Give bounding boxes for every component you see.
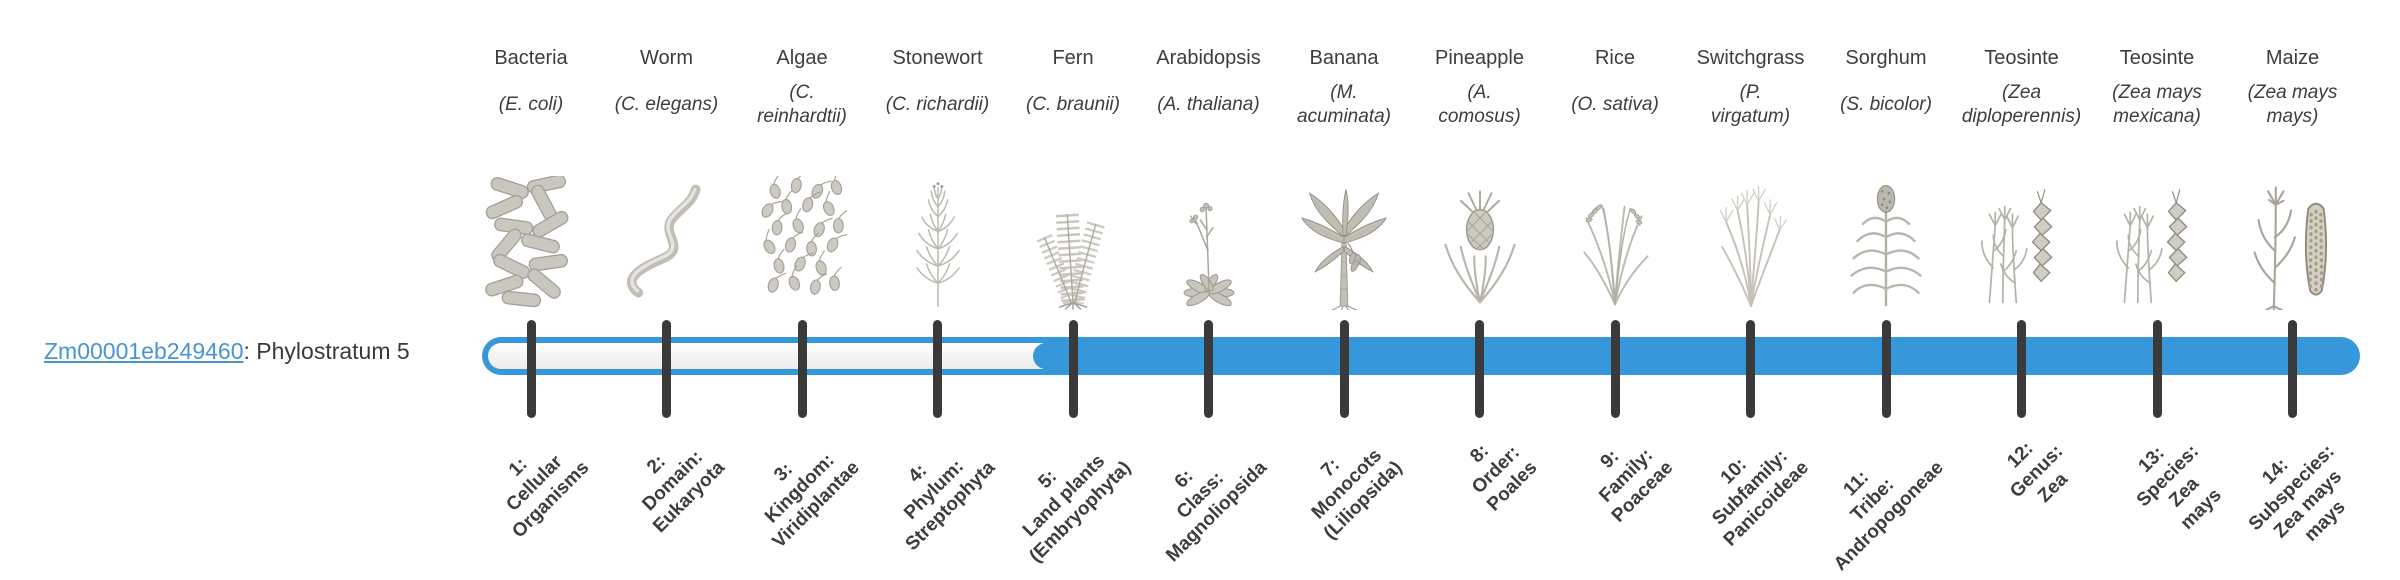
stratum-14-label: 14: Subspecies: Zea mays mays bbox=[2244, 441, 2349, 546]
organism-common-name: Worm bbox=[640, 47, 693, 69]
organism-common-name: Bacteria bbox=[494, 47, 568, 69]
gene-phylostratum-text: : Phylostratum 5 bbox=[243, 338, 410, 364]
teosinte-icon bbox=[2082, 172, 2232, 310]
organism-scientific-name: (Zea diploperennis) bbox=[1961, 82, 2082, 127]
organism-common-name: Rice bbox=[1594, 47, 1635, 69]
gene-id-link[interactable]: Zm00001eb249460 bbox=[44, 338, 244, 364]
organism-column: Teosinte (Zea mays mexicana) bbox=[2082, 46, 2232, 310]
banana-icon bbox=[1269, 172, 1419, 310]
stratum-1-tick bbox=[526, 320, 536, 418]
organism-column: Teosinte (Zea diploperennis) bbox=[1947, 46, 2097, 310]
stratum-1-label: 1: Cellular Organisms bbox=[502, 451, 594, 543]
organism-column: Stonewort (C. richardii) bbox=[863, 46, 1013, 310]
stratum-9-label: 9: Family: Poaceae bbox=[1595, 444, 1678, 527]
organism-scientific-name: (E. coli) bbox=[498, 94, 564, 116]
stratum-4-tick bbox=[933, 320, 942, 418]
organism-common-name: Teosinte bbox=[1984, 47, 2059, 69]
organism-column: Fern (C. braunii) bbox=[998, 46, 1148, 310]
organism-scientific-name: (P. virgatum) bbox=[1710, 82, 1791, 127]
stratum-3-label: 3: Kingdom: Viridiplantae bbox=[761, 449, 865, 553]
organism-column: Rice (O. sativa) bbox=[1540, 46, 1690, 310]
organism-scientific-name: (C. elegans) bbox=[614, 94, 719, 116]
organism-scientific-name: (M. acuminata) bbox=[1297, 82, 1391, 127]
stratum-6-tick bbox=[1204, 320, 1213, 418]
rice-icon bbox=[1540, 172, 1690, 310]
stratum-11-tick bbox=[1881, 320, 1891, 418]
maize-icon bbox=[2218, 172, 2368, 310]
stratum-9-tick bbox=[1610, 320, 1620, 418]
stratum-13-label: 13: Species: Zea mays bbox=[2132, 441, 2226, 534]
organism-scientific-name: (O. sativa) bbox=[1571, 94, 1659, 116]
organism-column: Maize (Zea mays mays) bbox=[2218, 46, 2368, 310]
stratum-2-label: 2: Domain: Eukaryota bbox=[638, 446, 729, 538]
organism-common-name: Fern bbox=[1052, 47, 1094, 69]
algae-icon bbox=[727, 172, 877, 310]
organism-common-name: Sorghum bbox=[1845, 47, 1927, 69]
switchgrass-icon bbox=[1676, 172, 1826, 310]
organism-scientific-name: (C. richardii) bbox=[885, 94, 990, 116]
stratum-7-tick bbox=[1339, 320, 1349, 418]
sorghum-icon bbox=[1811, 172, 1961, 310]
organism-scientific-name: (S. bicolor) bbox=[1840, 94, 1932, 116]
stratum-6-label: 6: Class: Magnoliopsida bbox=[1161, 457, 1271, 567]
stratum-12-label: 12: Genus: Zea bbox=[2003, 438, 2073, 508]
organism-scientific-name: (C. reinhardtii) bbox=[757, 82, 847, 127]
organism-column: Banana (M. acuminata) bbox=[1269, 46, 1419, 310]
organism-scientific-name: (A. thaliana) bbox=[1157, 94, 1260, 116]
organism-column: Algae (C. reinhardtii) bbox=[727, 46, 877, 310]
organism-scientific-name: (Zea mays mays) bbox=[2247, 82, 2338, 127]
stratum-13-tick bbox=[2152, 320, 2162, 418]
gene-label: Zm00001eb249460: Phylostratum 5 bbox=[44, 338, 410, 365]
organism-common-name: Switchgrass bbox=[1696, 47, 1805, 69]
organism-common-name: Stonewort bbox=[892, 47, 983, 69]
organism-column: Arabidopsis (A. thaliana) bbox=[1134, 46, 1284, 310]
stratum-4-label: 4: Phylum: Streptophyta bbox=[900, 456, 1000, 556]
phylostratum-bar bbox=[482, 337, 2360, 375]
phylostratum-bar-filled-segment bbox=[1033, 343, 2354, 369]
stratum-7-label: 7: Monocots (Liliopsida) bbox=[1307, 445, 1407, 544]
worm-icon bbox=[592, 172, 742, 310]
organism-common-name: Banana bbox=[1309, 47, 1379, 69]
stratum-5-label: 5: Land plants (Embryophyta) bbox=[1018, 450, 1136, 568]
stratum-5-tick bbox=[1068, 320, 1078, 418]
organism-common-name: Teosinte bbox=[2119, 47, 2195, 69]
pineapple-icon bbox=[1405, 172, 1555, 310]
stratum-11-label: 11: Tribe: Andropogoneae bbox=[1830, 457, 1949, 576]
organism-scientific-name: (C. braunii) bbox=[1026, 94, 1120, 116]
organism-common-name: Algae bbox=[776, 47, 828, 69]
organism-column: Worm (C. elegans) bbox=[592, 46, 742, 310]
organism-common-name: Pineapple bbox=[1435, 47, 1524, 69]
bacteria-icon bbox=[456, 172, 606, 310]
stratum-2-tick bbox=[662, 320, 671, 418]
teosinte-icon bbox=[1947, 172, 2097, 310]
organism-column: Switchgrass (P. virgatum) bbox=[1676, 46, 1826, 310]
organism-scientific-name: (Zea mays mexicana) bbox=[2112, 82, 2202, 127]
stratum-10-tick bbox=[1746, 320, 1755, 418]
phylostratum-bar-empty-segment bbox=[488, 343, 1054, 369]
stratum-14-tick bbox=[2288, 320, 2297, 418]
organism-scientific-name: (A. comosus) bbox=[1438, 82, 1521, 127]
fern-icon bbox=[998, 172, 1148, 310]
stratum-3-tick bbox=[797, 320, 807, 418]
arabidopsis-icon bbox=[1134, 172, 1284, 310]
organism-column: Bacteria (E. coli) bbox=[456, 46, 606, 310]
organism-common-name: Arabidopsis bbox=[1156, 47, 1261, 69]
organism-column: Pineapple (A. comosus) bbox=[1405, 46, 1555, 310]
organism-common-name: Maize bbox=[2265, 47, 2320, 69]
stratum-10-label: 10: Subfamily: Panicoideae bbox=[1708, 445, 1813, 551]
organism-column: Sorghum (S. bicolor) bbox=[1811, 46, 1961, 310]
stratum-8-label: 8: Order: Poales bbox=[1466, 440, 1542, 516]
stratum-8-tick bbox=[1475, 320, 1484, 418]
stratum-12-tick bbox=[2017, 320, 2026, 418]
stonewort-icon bbox=[863, 172, 1013, 310]
